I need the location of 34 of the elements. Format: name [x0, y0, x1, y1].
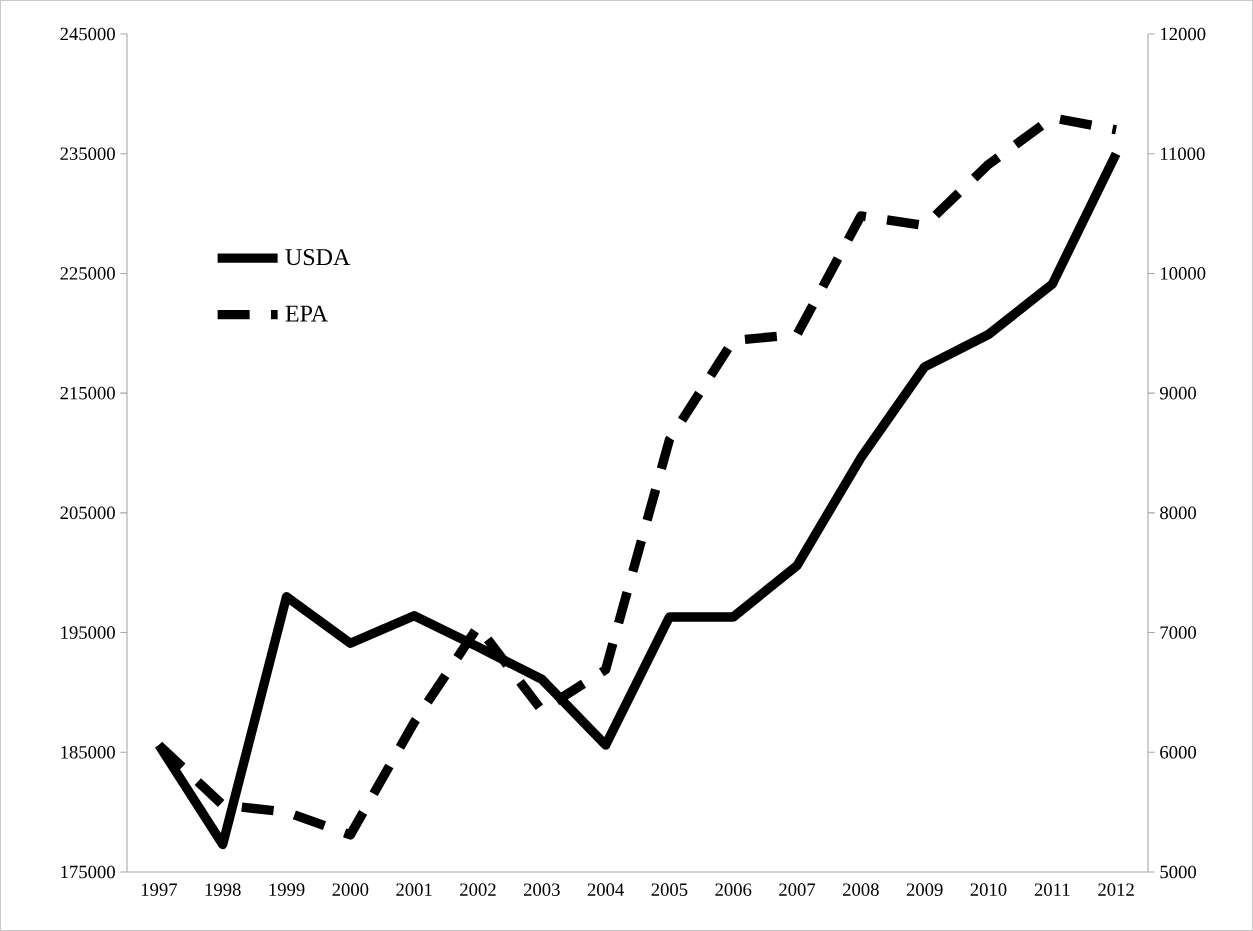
- x-tick-label: 2003: [523, 883, 560, 896]
- y-tick-label: 235000: [60, 147, 115, 161]
- y2-tick-label: 7000: [1160, 626, 1196, 639]
- y2-tick-label: 6000: [1160, 745, 1196, 759]
- x-tick-label: 1997: [141, 883, 178, 896]
- y-tick-label: 205000: [60, 506, 115, 520]
- x-tick-label: 2002: [460, 883, 496, 896]
- x-tick-label: 1999: [269, 883, 305, 896]
- y2-tick-label: 11000: [1161, 147, 1205, 161]
- y-tick-label: 175000: [61, 865, 115, 879]
- y-tick-label: 215000: [60, 386, 115, 400]
- x-tick-label: 2008: [843, 883, 879, 896]
- legend-label: EPA: [285, 305, 328, 322]
- x-tick-label: 2009: [906, 883, 943, 896]
- y-tick-label: 195000: [61, 626, 115, 639]
- x-tick-label: 2012: [1098, 883, 1134, 896]
- x-tick-label: 2000: [332, 883, 369, 896]
- y-tick-label: 185000: [61, 745, 115, 759]
- x-tick-label: 2011: [1034, 883, 1070, 896]
- x-tick-label: 2005: [651, 883, 688, 896]
- y2-tick-label: 8000: [1160, 506, 1196, 520]
- y-tick-label: 245000: [60, 27, 115, 41]
- y2-tick-label: 9000: [1159, 386, 1196, 400]
- legend-label: USDA: [285, 249, 351, 266]
- x-tick-label: 1998: [205, 883, 241, 896]
- x-tick-label: 2007: [779, 883, 816, 896]
- x-tick-label: 2001: [396, 883, 432, 896]
- y-tick-label: 225000: [60, 267, 115, 280]
- y2-tick-label: 12000: [1161, 27, 1206, 41]
- x-tick-label: 2006: [715, 883, 752, 896]
- x-tick-label: 2010: [970, 883, 1007, 896]
- y2-tick-label: 5000: [1160, 865, 1196, 879]
- y2-tick-label: 10000: [1161, 267, 1206, 280]
- x-tick-label: 2004: [587, 883, 624, 896]
